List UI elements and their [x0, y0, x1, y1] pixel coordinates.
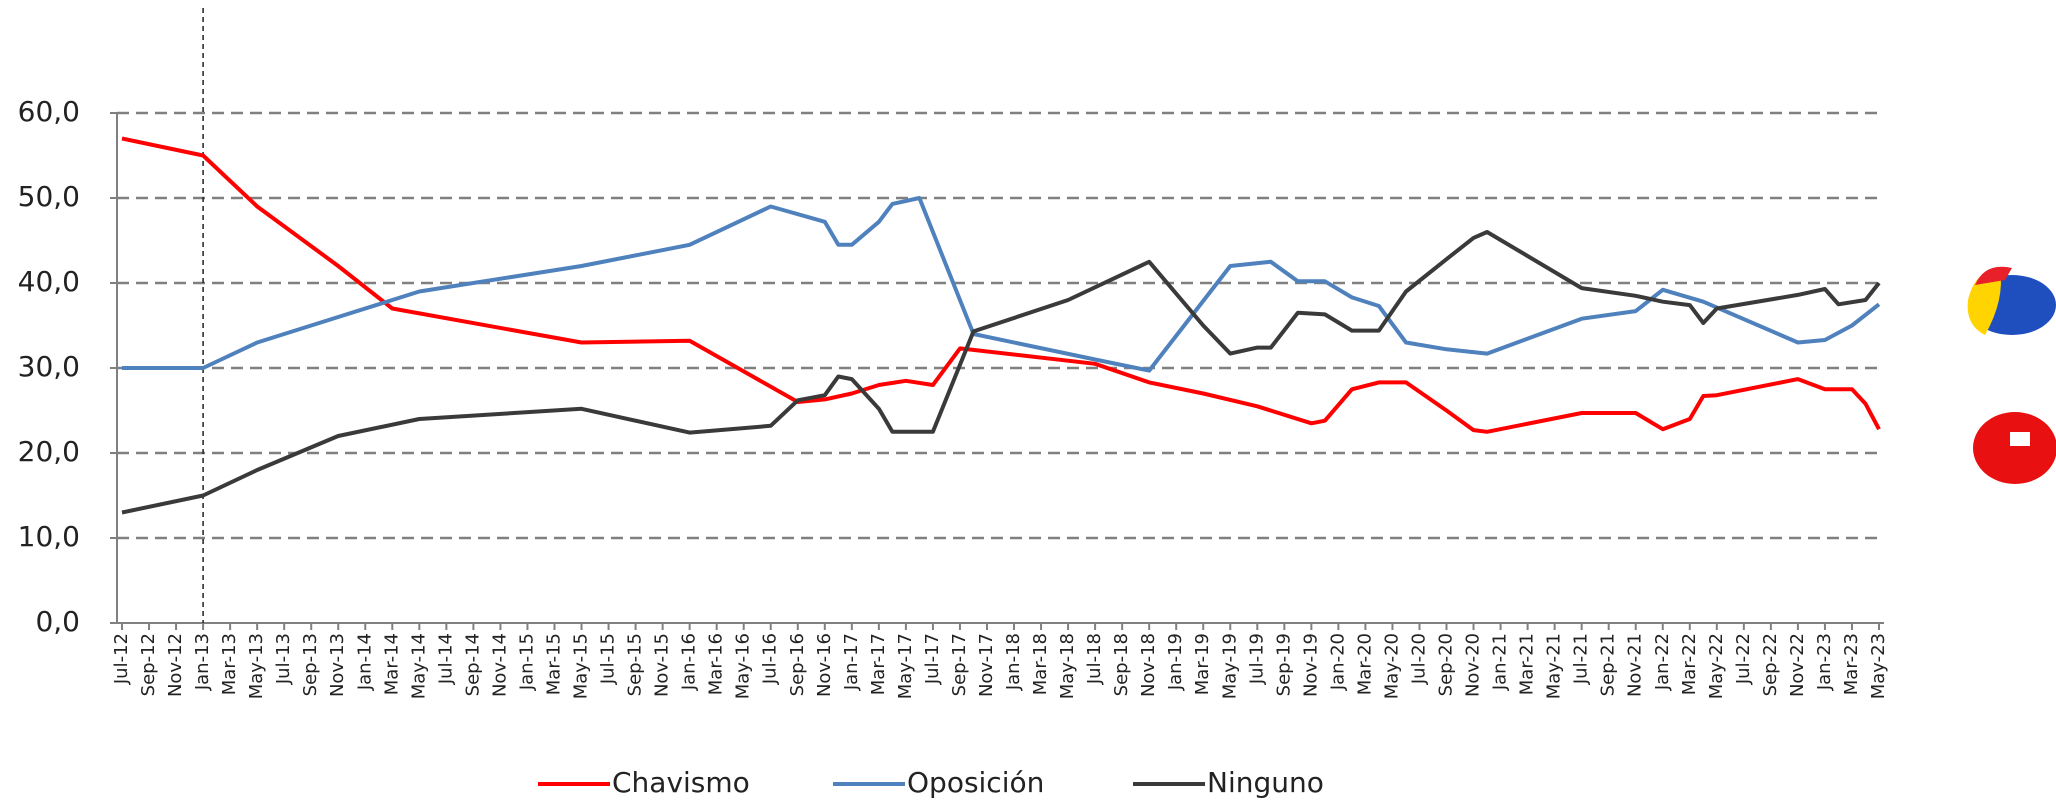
- x-tick-label: Jul-19: [1246, 633, 1267, 685]
- cap-body: [1973, 412, 2056, 484]
- x-tick-label: Jul-15: [598, 633, 619, 685]
- cap-chavismo: [1973, 412, 2056, 484]
- x-tick-label: Jul-12: [111, 633, 132, 685]
- x-tick-label: Jul-22: [1733, 633, 1754, 685]
- x-tick-label: Mar-14: [381, 633, 402, 695]
- x-tick-label: Nov-17: [976, 633, 997, 697]
- legend-label: Oposición: [907, 766, 1044, 799]
- x-tick-label: May-22: [1706, 633, 1727, 699]
- x-tick-label: Sep-13: [300, 633, 321, 696]
- y-tick-label: 50,0: [18, 180, 80, 213]
- x-tick-label: Jul-21: [1571, 633, 1592, 685]
- y-tick-label: 0,0: [35, 605, 80, 638]
- x-tick-label: Sep-22: [1760, 633, 1781, 696]
- x-tick-label: Sep-15: [625, 633, 646, 696]
- series-line: [122, 232, 1879, 513]
- x-tick-label: Jul-13: [273, 633, 294, 685]
- y-tick-label: 10,0: [18, 520, 80, 553]
- x-tick-label: Sep-21: [1598, 633, 1619, 696]
- x-tick-label: Mar-20: [1354, 633, 1375, 695]
- x-tick-label: Nov-19: [1300, 633, 1321, 697]
- cap-logo: [2010, 432, 2030, 446]
- x-tick-label: Sep-19: [1273, 633, 1294, 696]
- x-tick-label: May-19: [1219, 633, 1240, 699]
- x-tick-label: Mar-23: [1841, 633, 1862, 695]
- x-tick-label: Nov-14: [489, 633, 510, 697]
- y-tick-label: 20,0: [18, 435, 80, 468]
- chart: 0,0 10,0 20,0 30,0 40,0 50,0 60,0 Jul-12 Sep-12 N…: [0, 0, 2056, 803]
- y-tick-label: 30,0: [18, 350, 80, 383]
- x-tick-label: Mar-22: [1679, 633, 1700, 695]
- x-tick-label: Mar-18: [1030, 633, 1051, 695]
- x-tick-label: Nov-18: [1138, 633, 1159, 697]
- x-tick-label: Sep-17: [949, 633, 970, 696]
- x-tick-label: Sep-16: [787, 633, 808, 696]
- x-tick-label: Jan-21: [1490, 633, 1511, 691]
- x-tick-label: Jul-20: [1408, 633, 1429, 685]
- series-line: [122, 198, 1879, 371]
- x-tick-label: Jul-17: [922, 633, 943, 685]
- x-tick-label: Sep-18: [1111, 633, 1132, 696]
- x-tick-label: Jan-14: [354, 633, 375, 691]
- x-tick-label: Mar-19: [1192, 633, 1213, 695]
- x-tick-label: Nov-21: [1625, 633, 1646, 697]
- x-tick-label: Nov-20: [1463, 633, 1484, 697]
- x-tick-label: Jul-16: [760, 633, 781, 685]
- x-tick-label: Nov-12: [165, 633, 186, 697]
- x-tick-label: May-16: [733, 633, 754, 699]
- x-tick-label: Jan-22: [1652, 633, 1673, 691]
- x-tick-label: Mar-13: [219, 633, 240, 695]
- x-tick-label: Jan-20: [1327, 633, 1348, 691]
- x-tick-label: May-13: [246, 633, 267, 699]
- x-tick-label: Nov-15: [652, 633, 673, 697]
- x-tick-label: May-14: [408, 633, 429, 699]
- series-line: [122, 139, 1879, 432]
- x-tick-label: Sep-20: [1436, 633, 1457, 696]
- x-tick-label: Jan-18: [1003, 633, 1024, 691]
- x-tick-label: May-17: [895, 633, 916, 699]
- x-tick-label: Jul-14: [435, 633, 456, 685]
- x-tick-label: Nov-13: [327, 633, 348, 697]
- x-tick-label: Mar-16: [706, 633, 727, 695]
- x-tick-label: Mar-15: [543, 633, 564, 695]
- x-tick-label: Nov-16: [814, 633, 835, 697]
- x-tick-label: Jan-13: [192, 633, 213, 691]
- x-tick-label: Sep-12: [138, 633, 159, 696]
- x-tick-label: Nov-22: [1787, 633, 1808, 697]
- x-tick-label: May-15: [571, 633, 592, 699]
- x-tick-label: Jan-23: [1814, 633, 1835, 691]
- y-tick-label: 60,0: [18, 95, 80, 128]
- legend-label: Ninguno: [1207, 766, 1324, 799]
- x-tick-label: May-21: [1544, 633, 1565, 699]
- x-tick-label: Sep-14: [462, 633, 483, 696]
- x-tick-label: May-20: [1381, 633, 1402, 699]
- flag-cap-opposition: [1968, 267, 2056, 335]
- x-tick-label: May-18: [1057, 633, 1078, 699]
- x-tick-label: Jan-17: [841, 633, 862, 691]
- x-tick-label: Jul-18: [1084, 633, 1105, 685]
- x-tick-label: Jan-15: [516, 633, 537, 691]
- x-tick-label: May-23: [1868, 633, 1889, 699]
- legend-label: Chavismo: [612, 766, 750, 799]
- x-tick-label: Jan-16: [679, 633, 700, 691]
- x-tick-label: Jan-19: [1165, 633, 1186, 691]
- x-tick-label: Mar-17: [868, 633, 889, 695]
- y-tick-label: 40,0: [18, 265, 80, 298]
- x-tick-label: Mar-21: [1517, 633, 1538, 695]
